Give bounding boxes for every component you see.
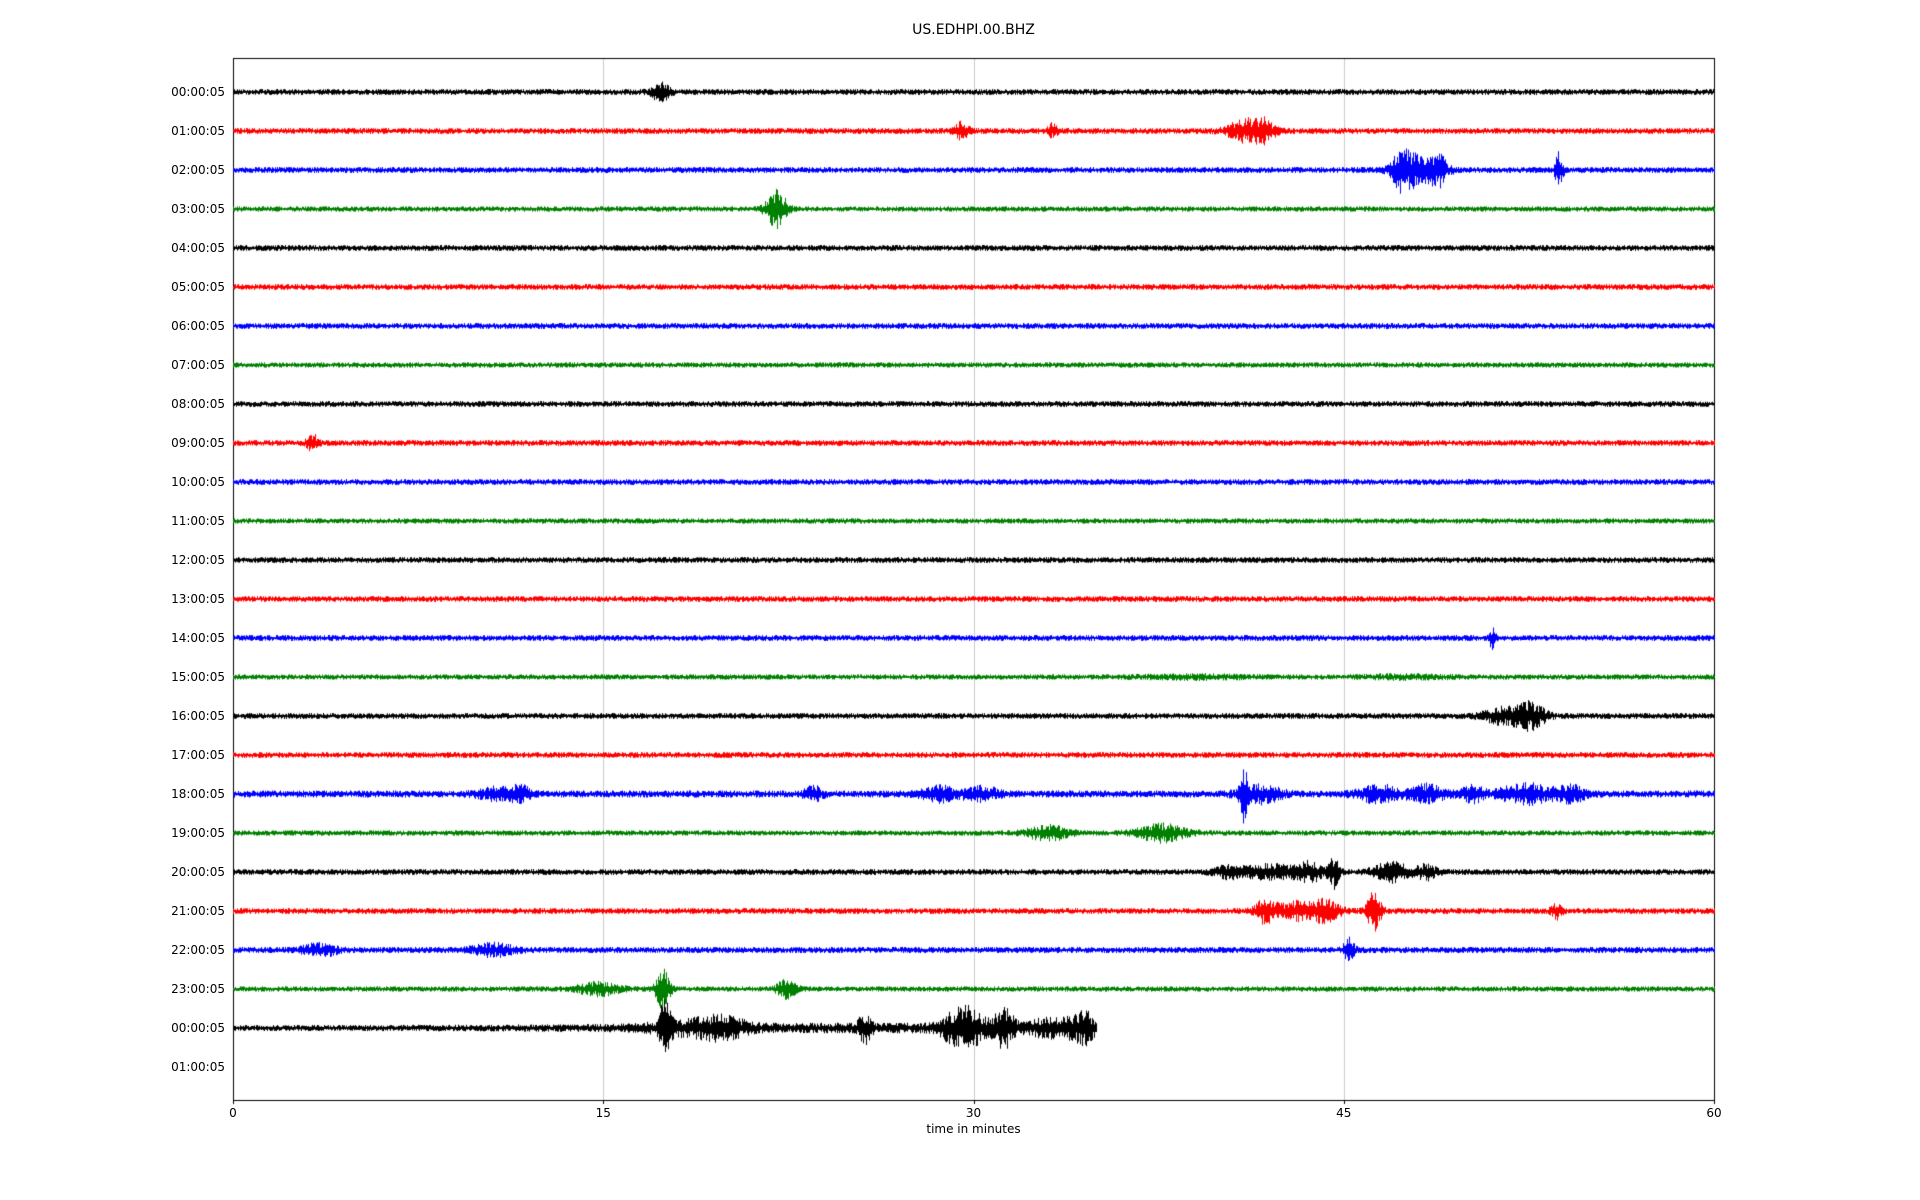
row-label: 05:00:05 [171,280,225,294]
row-label: 19:00:05 [171,826,225,840]
row-label: 22:00:05 [171,943,225,957]
row-label: 10:00:05 [171,475,225,489]
row-label: 01:00:05 [171,1060,225,1074]
row-label: 01:00:05 [171,124,225,138]
row-label: 04:00:05 [171,241,225,255]
row-label: 11:00:05 [171,514,225,528]
row-label: 16:00:05 [171,709,225,723]
x-tick-label: 0 [229,1106,237,1120]
row-label: 06:00:05 [171,319,225,333]
row-label: 00:00:05 [171,85,225,99]
x-axis-label: time in minutes [926,1122,1021,1136]
row-label: 23:00:05 [171,982,225,996]
row-label: 13:00:05 [171,592,225,606]
row-label: 02:00:05 [171,163,225,177]
x-tick-label: 45 [1336,1106,1352,1120]
row-label: 18:00:05 [171,787,225,801]
figure-title: US.EDHPI.00.BHZ [912,22,1035,38]
row-label: 21:00:05 [171,904,225,918]
row-label: 17:00:05 [171,748,225,762]
row-label: 12:00:05 [171,553,225,567]
row-label: 15:00:05 [171,670,225,684]
row-label: 14:00:05 [171,631,225,645]
x-tick-label: 60 [1706,1106,1722,1120]
x-tick-label: 30 [965,1106,982,1120]
row-label: 20:00:05 [171,865,225,879]
row-label: 03:00:05 [171,202,225,216]
row-label: 00:00:05 [171,1021,225,1035]
row-label: 07:00:05 [171,358,225,372]
row-label: 08:00:05 [171,397,225,411]
row-label: 09:00:05 [171,436,225,450]
x-tick-label: 15 [595,1106,611,1120]
